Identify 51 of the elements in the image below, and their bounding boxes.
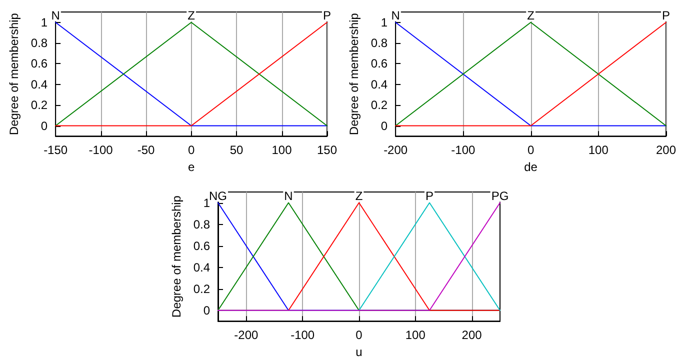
y-tick-label: 0.2 (30, 98, 48, 112)
y-tick-label: 1 (380, 15, 388, 30)
x-axis-title: de (524, 160, 538, 174)
series-label: Z (527, 8, 534, 22)
y-tick-label: 0.4 (370, 77, 388, 92)
y-tick-label: 0.6 (30, 56, 48, 71)
y-tick-label: 1 (203, 196, 210, 210)
x-tick-label: -50 (137, 143, 156, 158)
x-tick-label: -200 (384, 143, 408, 158)
series-label: Z (188, 8, 195, 22)
y-tick-label: 0 (40, 118, 48, 133)
y-tick-label: 0 (203, 303, 210, 318)
series-label: NG (209, 188, 227, 203)
x-tick-label: 200 (462, 328, 482, 342)
series-label: Z (355, 188, 363, 203)
series-label: P (322, 8, 331, 22)
y-tick-label: 0.6 (193, 238, 210, 253)
y-tick-label: 0.2 (193, 282, 210, 296)
x-tick-label: 200 (656, 143, 676, 158)
y-tick-label: 0.4 (30, 77, 48, 92)
x-axis-title: e (188, 160, 195, 174)
x-tick-label: 100 (405, 328, 426, 342)
x-tick-label: -150 (44, 143, 68, 158)
y-tick-label: 0.8 (370, 36, 388, 50)
x-tick-label: 100 (588, 143, 609, 158)
y-tick-label: 0.8 (193, 217, 210, 232)
series-label: P (662, 8, 670, 22)
x-tick-label: 0 (527, 143, 534, 158)
y-axis-title: Degree of membership (7, 12, 21, 136)
x-tick-label: 100 (272, 143, 292, 158)
x-tick-label: 0 (356, 328, 363, 342)
y-tick-label: 0.2 (370, 98, 388, 112)
x-tick-label: 50 (230, 143, 244, 158)
x-tick-label: -100 (451, 143, 476, 158)
series-label: N (391, 8, 400, 22)
y-tick-label: 0.6 (370, 56, 388, 71)
y-tick-label: 0 (380, 118, 388, 133)
x-tick-label: -100 (88, 143, 114, 158)
y-tick-label: 0.4 (193, 260, 210, 274)
x-tick-label: 150 (316, 143, 338, 158)
series-label: N (51, 8, 60, 22)
y-tick-label: 1 (40, 15, 48, 30)
y-axis-title: Degree of membership (169, 195, 184, 318)
y-axis-title: Degree of membership (347, 12, 361, 136)
y-tick-label: 0.8 (30, 36, 48, 50)
series-label: P (425, 188, 434, 203)
x-axis-title: u (356, 345, 362, 359)
series-label: N (284, 188, 293, 203)
x-tick-label: -100 (290, 328, 315, 342)
x-tick-label: -200 (234, 328, 259, 342)
series-label: PG (491, 188, 509, 203)
